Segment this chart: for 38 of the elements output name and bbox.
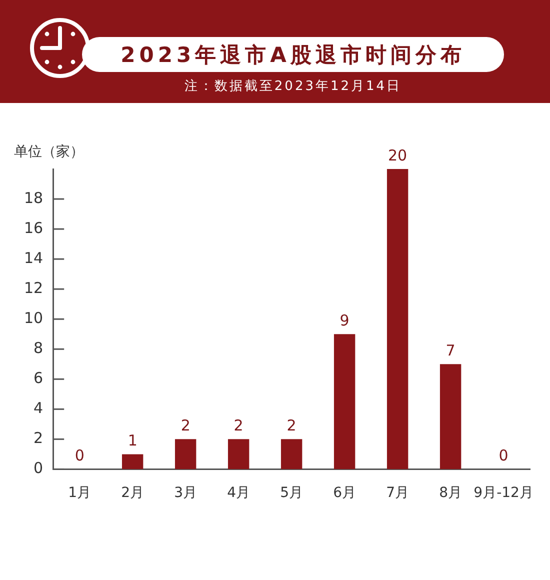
bar [122, 454, 144, 470]
y-tick-label: 6 [34, 369, 44, 388]
x-tick-label: 1月 [68, 485, 92, 502]
data-label: 2 [234, 416, 244, 435]
chart-title: 2023年退市A股退市时间分布 [120, 42, 466, 68]
y-axis-title: 单位（家） [14, 143, 84, 161]
data-label: 2 [286, 416, 296, 435]
x-tick-label: 7月 [386, 485, 410, 502]
data-label: 7 [446, 342, 456, 360]
x-tick-label: 6月 [333, 485, 356, 502]
y-tick-label: 10 [24, 308, 44, 327]
data-label: 0 [74, 446, 84, 465]
y-tick-label: 8 [34, 339, 44, 358]
x-tick-label: 3月 [174, 485, 198, 502]
data-label: 2 [180, 416, 190, 435]
y-tick-label: 0 [34, 459, 44, 478]
y-tick-label: 4 [34, 399, 44, 418]
y-tick-label: 18 [24, 188, 44, 207]
y-tick-label: 16 [24, 218, 44, 237]
bar [386, 169, 408, 470]
x-tick-label: 8月 [439, 485, 462, 502]
chart-subtitle: 注：数据截至2023年12月14日 [183, 78, 403, 95]
x-tick-label: 9月-12月 [474, 485, 534, 502]
x-tick-label: 2月 [121, 485, 144, 502]
data-label: 1 [128, 432, 138, 450]
y-tick-label: 2 [34, 429, 44, 448]
x-tick-label: 5月 [280, 485, 304, 502]
bar [334, 334, 356, 470]
y-tick-label: 12 [24, 278, 44, 297]
bar [228, 439, 250, 470]
data-label: 9 [340, 312, 350, 330]
data-label: 20 [388, 146, 408, 164]
bar [174, 439, 196, 470]
x-tick-label: 4月 [227, 485, 250, 502]
data-label: 0 [498, 446, 508, 465]
bar [280, 439, 302, 470]
y-tick-label: 14 [24, 248, 44, 267]
bar [440, 364, 462, 470]
